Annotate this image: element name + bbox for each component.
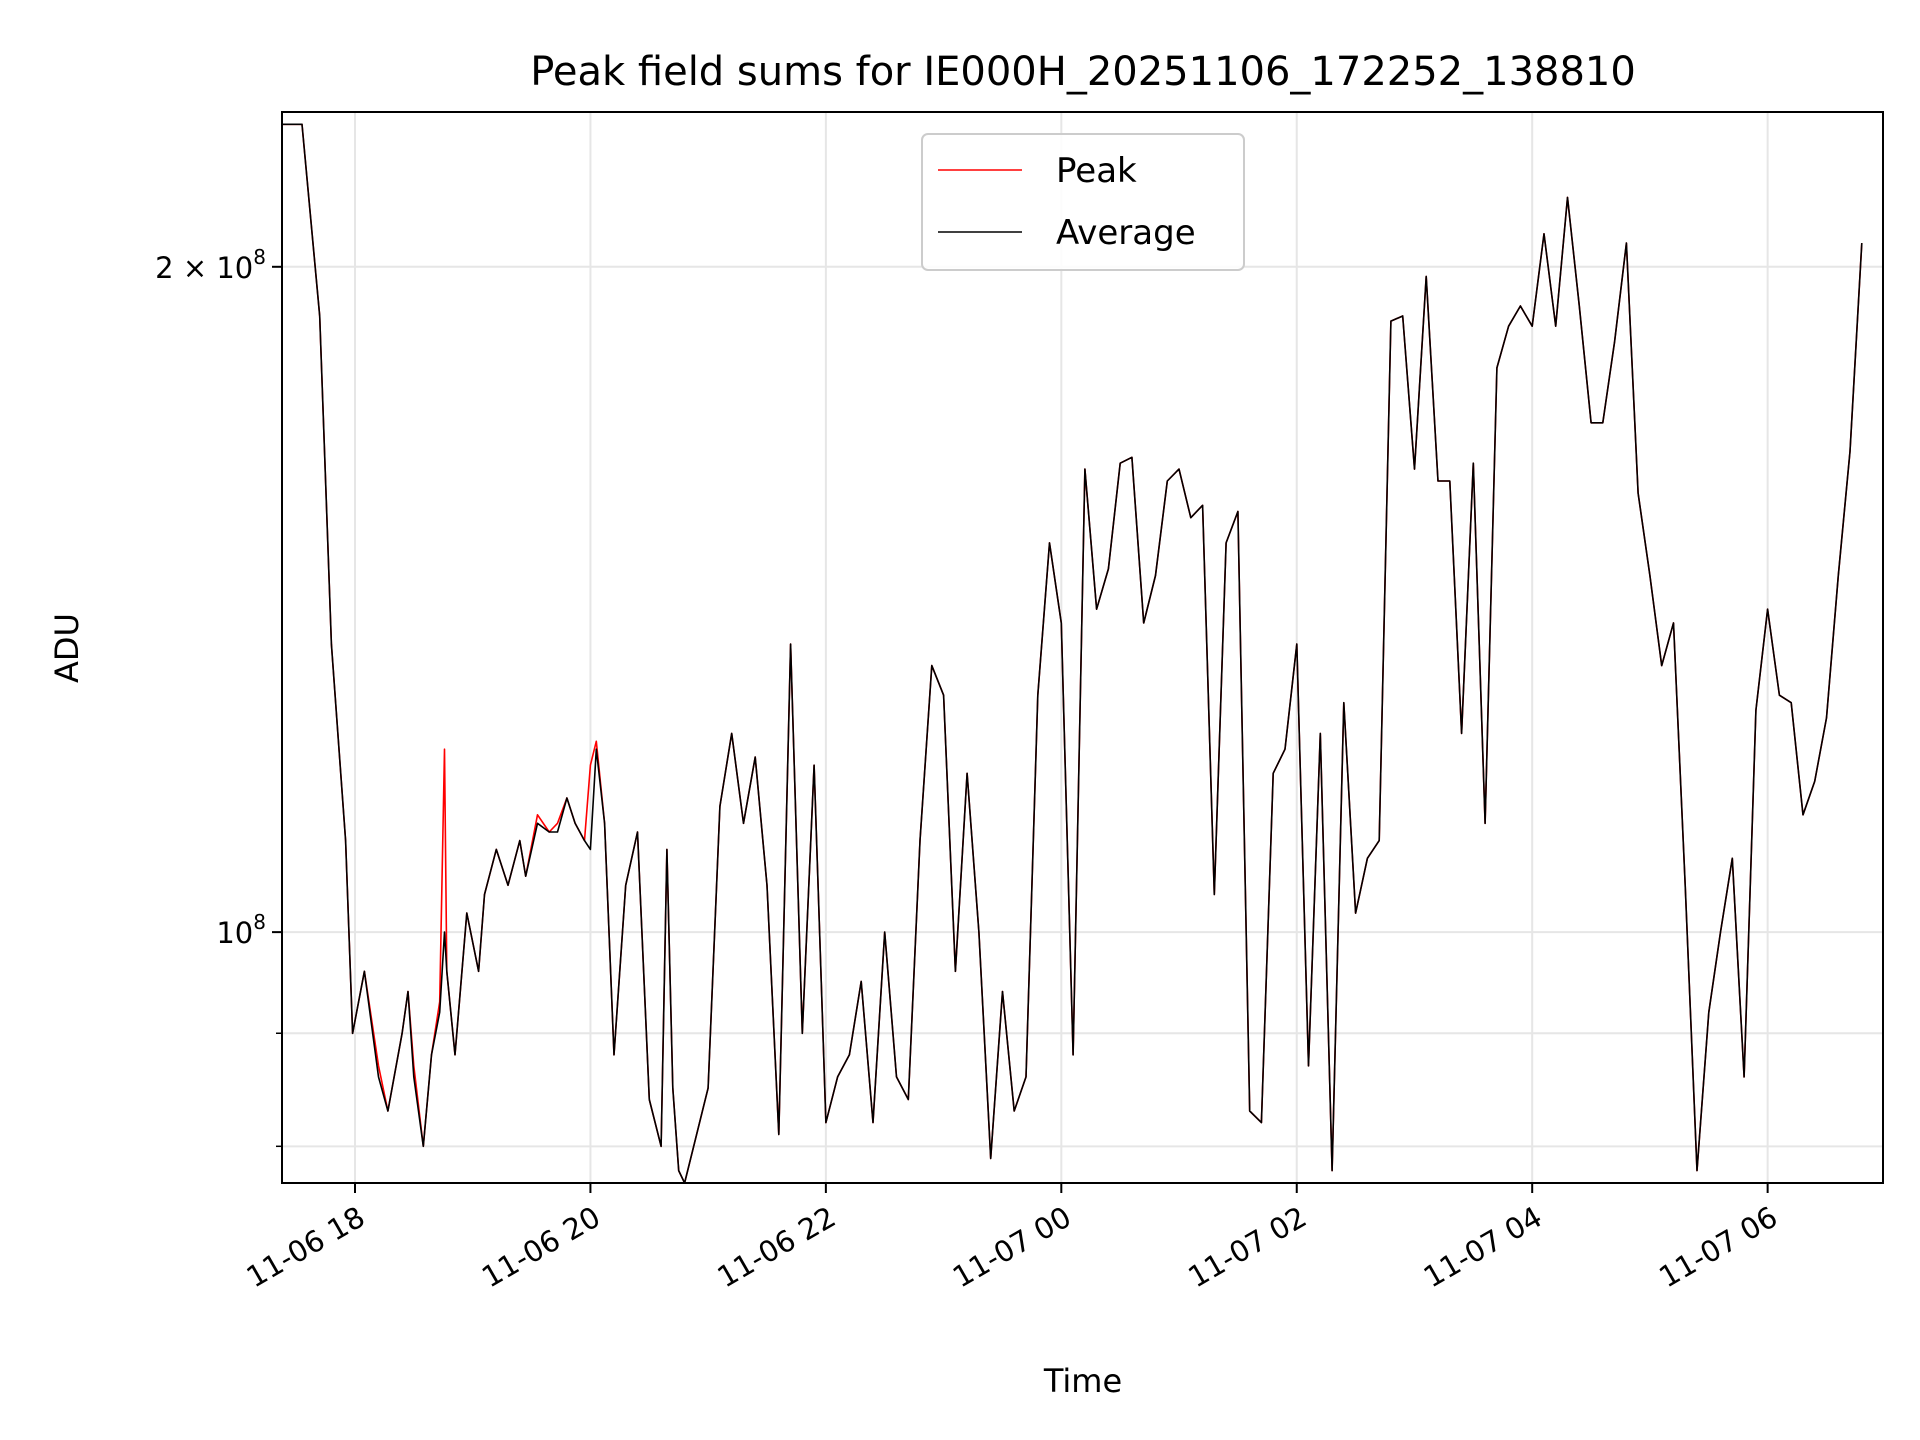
legend-box (921, 133, 1245, 271)
y-axis-label: ADU (48, 613, 86, 683)
x-axis-label: Time (1043, 1362, 1122, 1400)
legend-peak-label: Peak (1056, 151, 1137, 191)
plot-frame (281, 111, 1884, 1184)
y-tick-label: 2 × 108 (155, 245, 266, 285)
legend: Peak Average (921, 133, 1245, 271)
grid (282, 112, 1883, 1183)
legend-average-label: Average (1056, 213, 1196, 253)
series-layer (282, 123, 1863, 1183)
chart-title: Peak field sums for IE000H_20251106_1722… (530, 49, 1636, 95)
series-line-average (282, 123, 1863, 1183)
